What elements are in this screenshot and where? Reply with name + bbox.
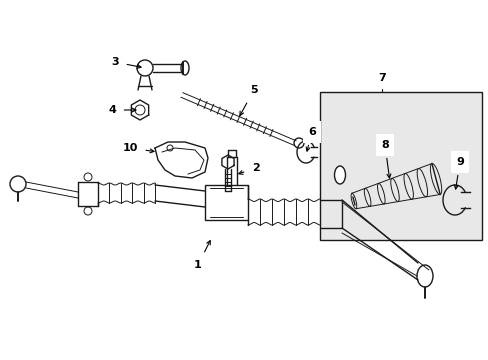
Text: 5: 5 xyxy=(240,85,257,116)
Circle shape xyxy=(293,138,304,148)
Text: 6: 6 xyxy=(305,127,315,151)
Bar xyxy=(319,92,481,240)
Text: 9: 9 xyxy=(453,157,463,189)
Ellipse shape xyxy=(181,61,189,75)
Text: 1: 1 xyxy=(194,240,210,270)
Text: 7: 7 xyxy=(377,73,385,83)
Text: 10: 10 xyxy=(122,143,154,153)
Circle shape xyxy=(137,60,153,76)
Ellipse shape xyxy=(416,265,432,287)
Bar xyxy=(204,185,247,220)
Text: 2: 2 xyxy=(238,163,259,174)
Text: 4: 4 xyxy=(108,105,136,115)
Ellipse shape xyxy=(334,166,345,184)
Text: 3: 3 xyxy=(111,57,141,68)
Text: 8: 8 xyxy=(380,140,390,178)
Circle shape xyxy=(135,105,145,115)
Circle shape xyxy=(10,176,26,192)
